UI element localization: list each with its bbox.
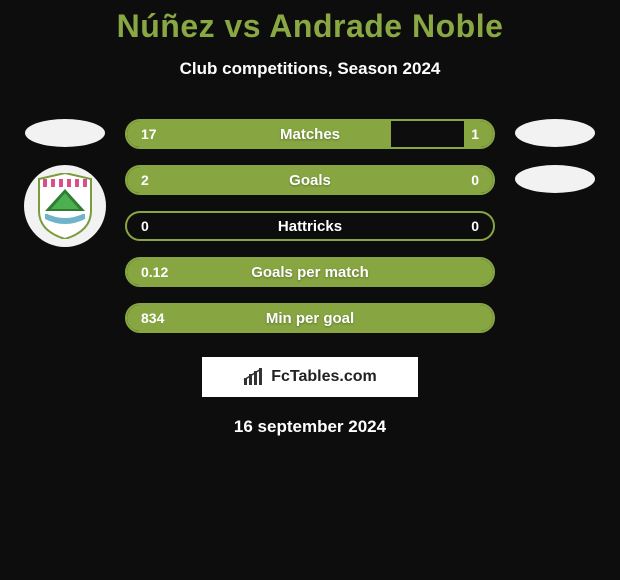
- page-title: Núñez vs Andrade Noble: [0, 8, 620, 45]
- stat-row: Goals per match0.12: [125, 257, 495, 287]
- stat-row: Matches17 1: [125, 119, 495, 149]
- bar-chart-icon: [243, 368, 265, 386]
- stat-value-left: 0: [127, 213, 163, 239]
- right-player-badges: [510, 119, 600, 193]
- team-badge-placeholder: [25, 119, 105, 147]
- site-attribution: FcTables.com: [202, 357, 418, 397]
- club-crest: [24, 165, 106, 247]
- left-player-badges: [20, 119, 110, 247]
- stat-label: Matches: [127, 121, 493, 147]
- stat-row: Hattricks0 0: [125, 211, 495, 241]
- stat-value-right: [465, 259, 493, 285]
- date-label: 16 september 2024: [0, 417, 620, 437]
- stat-value-right: 1: [457, 121, 493, 147]
- stat-row: Goals2 0: [125, 165, 495, 195]
- stats-section: Matches171Goals20Hattricks00Goals per ma…: [0, 119, 620, 333]
- crest-icon: [35, 173, 95, 239]
- stat-value-right: 0: [457, 167, 493, 193]
- stat-value-left: 17: [127, 121, 171, 147]
- stat-label: Goals: [127, 167, 493, 193]
- comparison-card: Núñez vs Andrade Noble Club competitions…: [0, 0, 620, 437]
- stat-value-left: 0.12: [127, 259, 182, 285]
- stat-label: Hattricks: [127, 213, 493, 239]
- stat-value-left: 2: [127, 167, 163, 193]
- stat-value-right: [465, 305, 493, 331]
- team-badge-placeholder: [515, 119, 595, 147]
- site-label: FcTables.com: [271, 368, 377, 386]
- subtitle: Club competitions, Season 2024: [0, 59, 620, 79]
- stat-value-left: 834: [127, 305, 178, 331]
- team-badge-placeholder: [515, 165, 595, 193]
- stat-row: Min per goal834: [125, 303, 495, 333]
- stat-label: Min per goal: [127, 305, 493, 331]
- stats-rows: Matches171Goals20Hattricks00Goals per ma…: [125, 119, 495, 333]
- stat-value-right: 0: [457, 213, 493, 239]
